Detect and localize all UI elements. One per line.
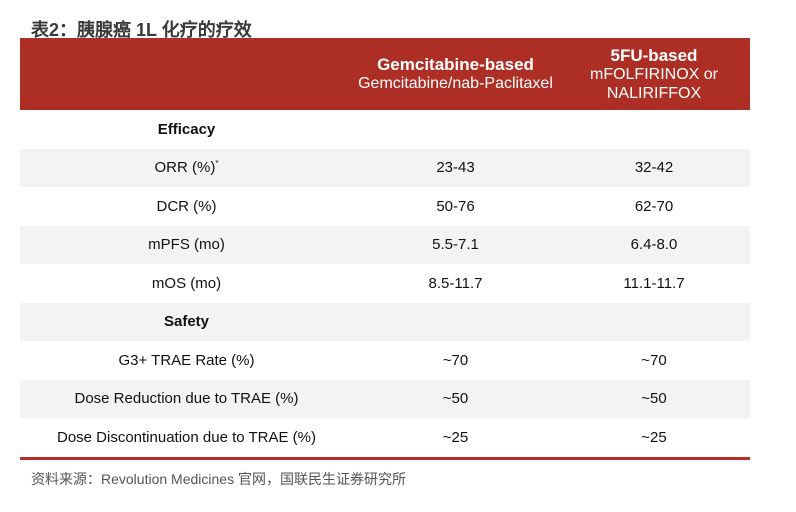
table-title: 表2：胰腺癌 1L 化疗的疗效 bbox=[31, 20, 252, 40]
5fu-header: 5FU-based mFOLFIRINOX or NALIRIFFOX bbox=[558, 38, 750, 110]
gemcitabine-header: Gemcitabine-based Gemcitabine/nab-Paclita… bbox=[353, 38, 558, 110]
table-row: mPFS (mo) 5.5-7.1 6.4-8.0 bbox=[20, 225, 750, 264]
section-safety: Safety bbox=[20, 302, 750, 341]
table-row: ORR (%)* 23-43 32-42 bbox=[20, 148, 750, 187]
section-efficacy: Efficacy bbox=[157, 120, 216, 138]
table-row: G3+ TRAE Rate (%) ~70 ~70 bbox=[118, 351, 667, 369]
efficacy-table: Gemcitabine-based Gemcitabine/nab-Paclita… bbox=[20, 38, 750, 460]
source-note: 资料来源：Revolution Medicines 官网，国联民生证券研究所 bbox=[31, 471, 406, 487]
table-row: mOS (mo) 8.5-11.7 11.1-11.7 bbox=[151, 274, 685, 292]
table-row: Dose Discontinuation due to TRAE (%) ~25 ~… bbox=[20, 418, 750, 460]
table-header: Gemcitabine-based Gemcitabine/nab-Paclita… bbox=[20, 38, 750, 110]
table-row: DCR (%) 50-76 62-70 bbox=[156, 197, 674, 215]
table-row: Dose Reduction due to TRAE (%) ~50 ~50 bbox=[20, 379, 750, 418]
